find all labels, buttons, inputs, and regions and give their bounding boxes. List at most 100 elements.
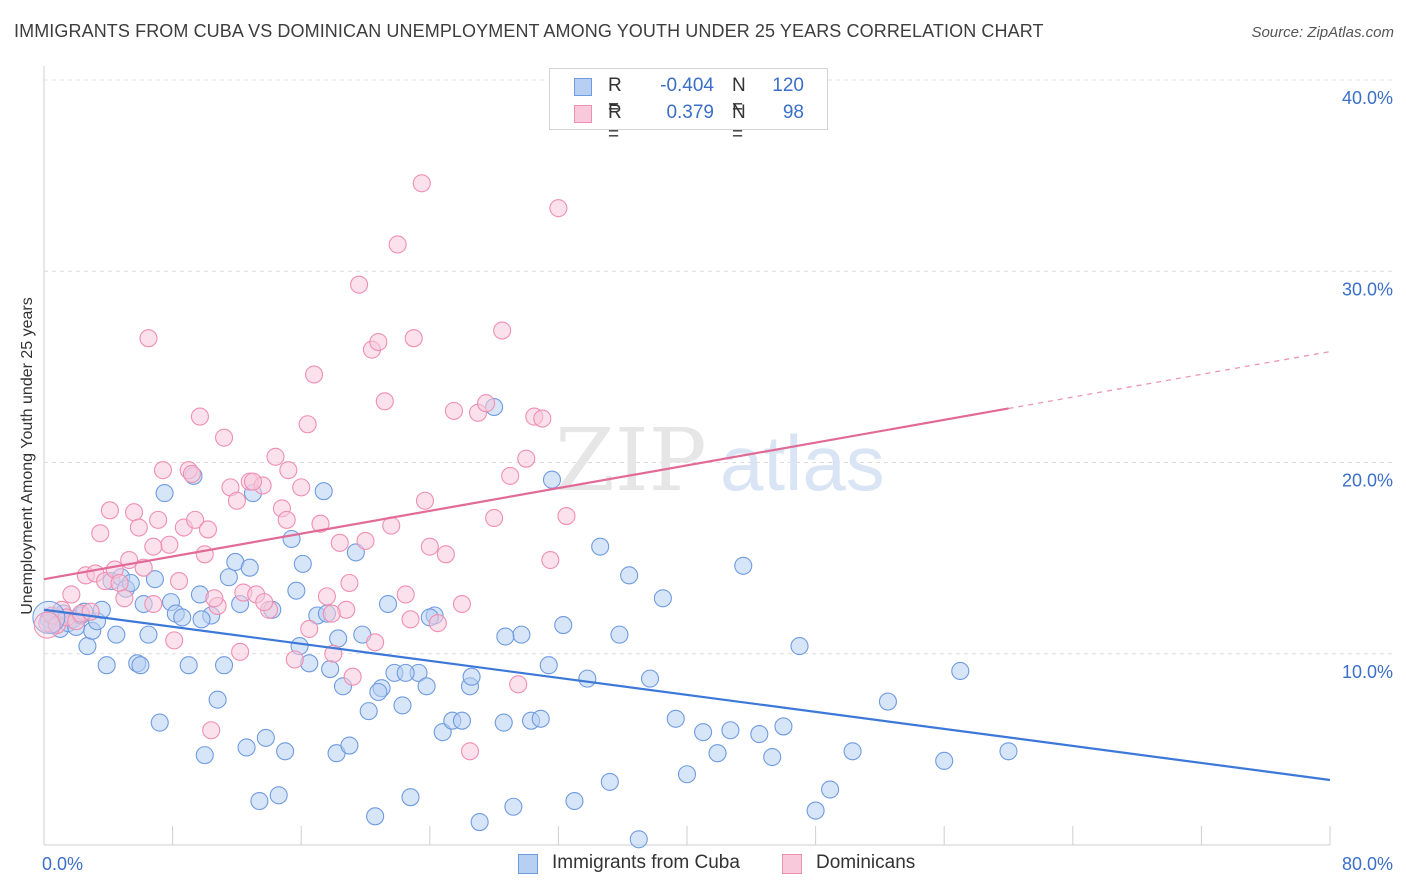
point-cuba-cluster [32, 600, 66, 634]
point-cuba [417, 677, 436, 696]
point-dominicans [436, 545, 455, 564]
point-dominicans [153, 461, 173, 480]
point-dominicans [493, 321, 512, 340]
stats-n-label: N = [732, 102, 746, 145]
data-points [32, 174, 1018, 849]
x-tick-label: 0.0% [42, 854, 83, 874]
point-dominicans [91, 524, 110, 543]
point-cuba [935, 751, 954, 770]
point-cuba [329, 629, 348, 648]
point-cuba [653, 589, 672, 608]
point-dominicans [266, 447, 285, 466]
legend-swatch-cuba [518, 854, 538, 874]
point-cuba [806, 801, 825, 820]
point-dominicans [110, 573, 129, 593]
point-dominicans [509, 675, 528, 694]
point-dominicans [428, 614, 447, 633]
trend-line-dominicans [43, 407, 1009, 581]
point-dominicans [444, 401, 463, 420]
y-tick-label: 40.0% [1342, 88, 1393, 108]
point-dominicans [129, 518, 148, 537]
point-dominicans [134, 558, 153, 577]
point-dominicans [305, 365, 324, 384]
point-cuba [565, 791, 584, 811]
point-cuba [179, 656, 198, 675]
point-dominicans [350, 275, 369, 294]
tick-labels: 10.0% 20.0% 30.0% 40.0% 0.0% 80.0% [42, 88, 1393, 874]
y-tick-label: 20.0% [1342, 471, 1393, 491]
point-dominicans [186, 510, 205, 529]
point-dominicans [415, 491, 435, 510]
point-cuba [452, 711, 472, 730]
y-tick-label: 10.0% [1342, 662, 1393, 682]
point-cuba [214, 656, 234, 675]
point-dominicans [160, 535, 179, 554]
point-cuba [250, 791, 269, 811]
stats-box: R = -0.404 N = 120 R = 0.379 N = 98 [549, 68, 828, 145]
point-cuba [677, 765, 697, 784]
point-dominicans [255, 593, 274, 612]
point-dominicans [517, 449, 536, 468]
y-axis-title: Unemployment Among Youth under 25 years [19, 297, 36, 615]
point-dominicans [182, 464, 201, 484]
point-cuba [237, 738, 256, 757]
point-cuba [578, 669, 597, 688]
point-dominicans [369, 332, 388, 352]
point-cuba [496, 627, 515, 646]
point-cuba [531, 709, 550, 728]
point-dominicans [549, 199, 568, 218]
point-cuba [462, 667, 481, 686]
point-cuba [393, 696, 412, 715]
point-dominicans [343, 667, 362, 686]
point-dominicans [477, 394, 496, 413]
point-dominicans [214, 428, 234, 447]
stats-r-value: 0.379 [666, 102, 714, 123]
point-dominicans [169, 572, 189, 591]
legend-swatch-dominicans [782, 854, 802, 874]
point-dominicans [149, 510, 168, 529]
point-cuba [610, 625, 629, 644]
point-dominicans [227, 491, 246, 510]
point-cuba [600, 772, 619, 791]
point-dominicans [198, 520, 218, 539]
point-cuba [843, 742, 862, 761]
trend-line-dominicans-extension [1008, 350, 1331, 410]
point-dominicans [190, 407, 209, 426]
point-cuba [131, 656, 150, 675]
stats-r-label: R = [608, 75, 622, 118]
point-cuba [173, 608, 192, 627]
point-dominicans [317, 587, 336, 606]
point-cuba [78, 637, 97, 656]
point-dominicans [62, 585, 81, 604]
point-cuba [539, 656, 558, 675]
point-cuba [192, 610, 211, 629]
point-cuba [790, 637, 809, 656]
point-dominicans [285, 650, 304, 669]
point-cuba [314, 482, 333, 501]
point-cuba [512, 625, 531, 644]
point-cuba [97, 656, 116, 675]
point-dominicans [115, 589, 134, 608]
point-dominicans [243, 472, 263, 491]
point-cuba [359, 702, 378, 721]
point-dominicans [404, 329, 423, 348]
point-dominicans [460, 742, 480, 761]
point-dominicans [541, 550, 560, 570]
legend-label-dominicans: Dominicans [816, 852, 916, 873]
point-dominicans [396, 585, 415, 604]
point-cuba [150, 713, 169, 732]
point-cuba [734, 556, 753, 575]
point-cuba [708, 744, 727, 763]
point-cuba [321, 659, 340, 679]
point-cuba [269, 786, 288, 805]
point-dominicans [501, 466, 520, 485]
point-dominicans [100, 501, 119, 520]
point-dominicans [388, 235, 407, 254]
stats-r-value: -0.404 [660, 75, 714, 96]
point-cuba [195, 746, 214, 765]
point-cuba [219, 568, 238, 587]
stats-n-value: 98 [782, 102, 804, 123]
point-dominicans [366, 633, 385, 652]
point-dominicans [144, 594, 163, 614]
